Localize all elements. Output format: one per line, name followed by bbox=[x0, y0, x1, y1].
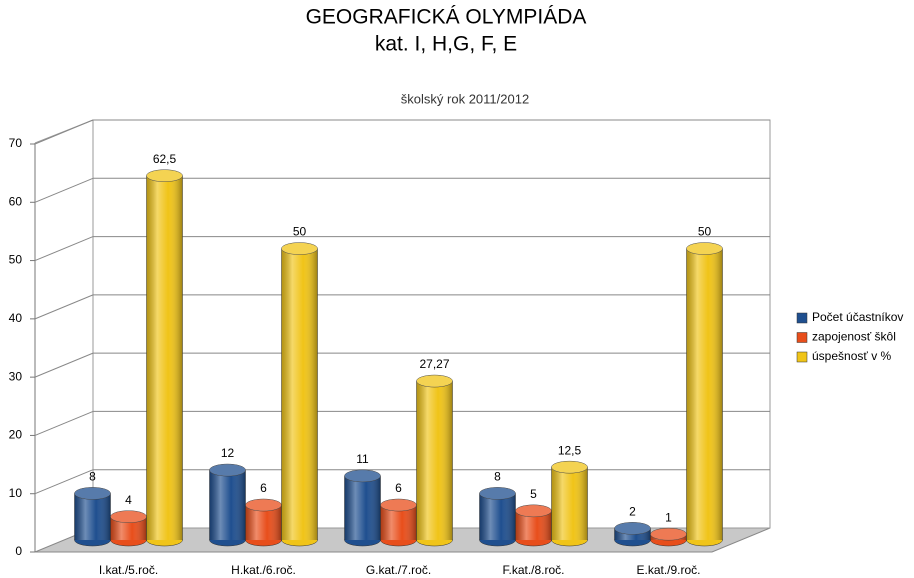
bar-shading bbox=[479, 493, 516, 540]
bar-top-highlight bbox=[686, 242, 723, 255]
x-tick-label: E.kat./9.roč. bbox=[636, 563, 700, 577]
bar-top bbox=[479, 487, 516, 500]
bar-top-highlight bbox=[209, 464, 246, 477]
bar-shading bbox=[74, 493, 111, 540]
bar-shading bbox=[344, 475, 381, 540]
chart-title-line2: kat. I, H,G, F, E bbox=[375, 33, 517, 56]
bar-top-highlight bbox=[551, 461, 588, 474]
bar-shading bbox=[416, 381, 453, 540]
grid-line bbox=[34, 410, 94, 436]
legend-label: Počet účastníkov bbox=[812, 310, 903, 324]
bar-top-highlight bbox=[245, 499, 282, 512]
bar-top-highlight bbox=[146, 169, 183, 182]
y-tick-label: 50 bbox=[9, 253, 23, 267]
bar-shading bbox=[686, 248, 723, 541]
y-tick-label: 0 bbox=[15, 544, 22, 558]
bar-top bbox=[281, 242, 318, 255]
legend-label: úspešnosť v % bbox=[812, 349, 892, 363]
grid-line bbox=[34, 352, 94, 378]
x-tick-label: H.kat./6.roč. bbox=[231, 563, 296, 577]
bar-top bbox=[146, 169, 183, 182]
legend-label: zapojenosť škôl bbox=[812, 330, 896, 344]
y-tick-label: 70 bbox=[9, 136, 23, 150]
bar-top bbox=[344, 469, 381, 483]
y-tick-label: 30 bbox=[9, 369, 23, 383]
bar-top-highlight bbox=[515, 504, 552, 517]
x-tick-label: I.kat./5.roč. bbox=[99, 563, 158, 577]
legend-swatch bbox=[796, 332, 808, 343]
bar-shading bbox=[551, 467, 588, 540]
chart-subtitle: školský rok 2011/2012 bbox=[401, 91, 529, 106]
bar-top bbox=[209, 463, 246, 477]
grid-line bbox=[34, 294, 94, 320]
bar-top-highlight bbox=[416, 375, 453, 388]
bar-top bbox=[686, 242, 723, 255]
value-label: 2 bbox=[629, 505, 636, 519]
value-label: 5 bbox=[530, 487, 537, 501]
bar-top-highlight bbox=[614, 522, 651, 535]
bar-top-highlight bbox=[110, 510, 147, 523]
bar-top-highlight bbox=[650, 528, 687, 541]
bar-shading bbox=[281, 248, 318, 541]
bar-top-highlight bbox=[380, 499, 417, 512]
value-label: 4 bbox=[125, 493, 132, 507]
value-label: 8 bbox=[494, 470, 501, 484]
y-tick-label: 20 bbox=[9, 428, 23, 442]
bar-top-highlight bbox=[344, 469, 381, 482]
chart-title: GEOGRAFICKÁ OLYMPIÁDA bbox=[306, 6, 587, 29]
grid-line bbox=[34, 177, 94, 203]
bar-shading bbox=[110, 516, 147, 540]
value-label: 12,5 bbox=[558, 443, 582, 457]
value-label: 6 bbox=[395, 481, 402, 495]
bar-top bbox=[74, 487, 111, 500]
y-tick-label: 40 bbox=[9, 311, 23, 325]
value-label: 11 bbox=[356, 452, 369, 466]
legend-swatch bbox=[796, 312, 808, 324]
y-tick-label: 10 bbox=[9, 486, 23, 500]
bar-shading bbox=[209, 470, 246, 540]
x-tick-label: F.kat./8.roč. bbox=[502, 563, 564, 577]
bar-top-highlight bbox=[479, 487, 516, 500]
bar-top-highlight bbox=[281, 242, 318, 255]
legend-swatch bbox=[796, 351, 808, 363]
value-label: 62,5 bbox=[153, 152, 177, 166]
bar-top bbox=[551, 460, 588, 474]
grid-line bbox=[34, 469, 94, 495]
value-label: 1 bbox=[665, 510, 672, 524]
grid-line bbox=[34, 236, 94, 262]
bar-top bbox=[614, 522, 651, 535]
bar-shading bbox=[146, 175, 183, 540]
bar-top bbox=[416, 374, 453, 388]
grid-line bbox=[34, 119, 94, 145]
value-label: 6 bbox=[260, 481, 267, 495]
x-tick-label: G.kat./7.roč. bbox=[366, 563, 431, 577]
value-label: 50 bbox=[293, 225, 307, 239]
value-label: 27,27 bbox=[419, 357, 449, 371]
bar-top-highlight bbox=[74, 487, 111, 500]
value-label: 12 bbox=[221, 446, 235, 460]
value-label: 50 bbox=[698, 225, 712, 239]
value-label: 8 bbox=[89, 470, 96, 484]
y-tick-label: 60 bbox=[9, 194, 23, 208]
